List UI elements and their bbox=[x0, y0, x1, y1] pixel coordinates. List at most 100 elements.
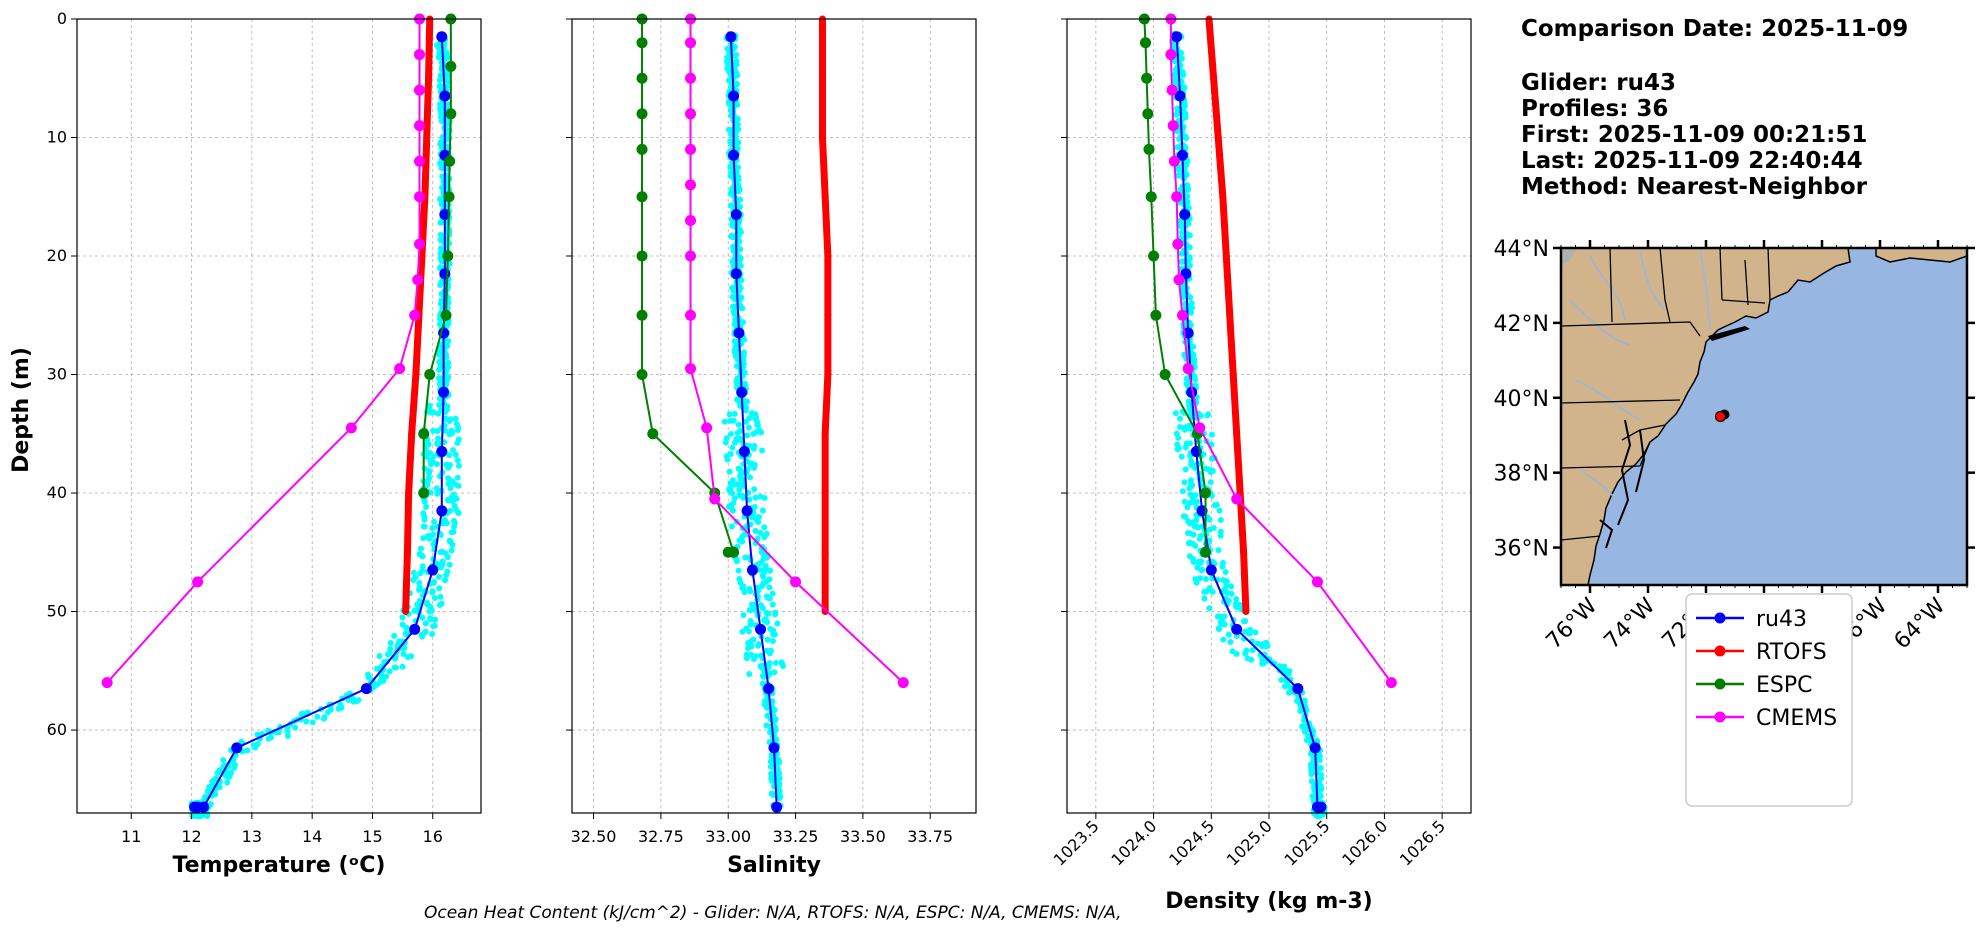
glider-scatter-point bbox=[425, 441, 432, 448]
glider-scatter-point bbox=[750, 656, 757, 663]
series-point-ESPC bbox=[418, 428, 430, 440]
glider-scatter-point bbox=[742, 418, 749, 425]
series-point-RTOFS bbox=[1233, 430, 1241, 438]
series-point-ru43 bbox=[1186, 386, 1198, 398]
glider-scatter-point bbox=[454, 457, 461, 464]
glider-scatter-point bbox=[220, 757, 227, 764]
glider-scatter-point bbox=[774, 620, 781, 627]
series-point-ESPC bbox=[442, 250, 454, 262]
glider-scatter-point bbox=[764, 636, 771, 643]
glider-scatter-point bbox=[1194, 524, 1201, 531]
glider-scatter-point bbox=[734, 115, 741, 122]
glider-scatter-point bbox=[733, 363, 740, 370]
glider-scatter-point bbox=[435, 435, 442, 442]
glider-scatter-point bbox=[434, 428, 441, 435]
glider-scatter-point bbox=[733, 123, 740, 130]
glider-scatter-point bbox=[776, 795, 783, 802]
glider-scatter-point bbox=[1184, 186, 1191, 193]
glider-scatter-point bbox=[455, 462, 462, 469]
map-long-island bbox=[1708, 326, 1750, 341]
glider-scatter-point bbox=[1233, 650, 1240, 657]
glider-scatter-point bbox=[452, 451, 459, 458]
series-point-CMEMS bbox=[701, 422, 713, 434]
glider-scatter-point bbox=[750, 445, 757, 452]
glider-scatter-point bbox=[392, 664, 399, 671]
series-point-CMEMS bbox=[1167, 120, 1179, 132]
glider-scatter-point bbox=[444, 143, 451, 150]
series-point-ESPC bbox=[1200, 487, 1212, 499]
glider-scatter-point bbox=[374, 665, 381, 672]
glider-scatter-point bbox=[1216, 626, 1223, 633]
glider-scatter-point bbox=[445, 464, 452, 471]
glider-scatter-point bbox=[759, 507, 766, 514]
series-point-RTOFS bbox=[425, 74, 433, 82]
panel-0: 11 12 13 14 15 16 0 10 20 30 40 50 60 Temperature (ᵒC… bbox=[47, 9, 482, 878]
series-point-RTOFS bbox=[418, 252, 426, 260]
glider-scatter-point bbox=[436, 601, 443, 608]
glider-scatter-point bbox=[731, 495, 738, 502]
glider-scatter-point bbox=[1193, 579, 1200, 586]
glider-scatter-point bbox=[1206, 537, 1213, 544]
glider-scatter-point bbox=[376, 653, 383, 660]
series-point-RTOFS bbox=[1222, 252, 1230, 260]
glider-scatter-point bbox=[1248, 656, 1255, 663]
series-point-ESPC bbox=[1148, 250, 1160, 262]
map-lat-label: 42°N bbox=[1494, 312, 1549, 337]
glider-scatter-point bbox=[1178, 453, 1185, 460]
glider-scatter-point bbox=[453, 421, 460, 428]
glider-scatter-point bbox=[1187, 322, 1194, 329]
glider-scatter-point bbox=[747, 606, 754, 613]
glider-scatter-point bbox=[743, 655, 750, 662]
series-point-CMEMS bbox=[412, 274, 424, 286]
glider-scatter-point bbox=[1206, 584, 1213, 591]
x-tick-label: 33.25 bbox=[773, 827, 819, 846]
series-point-ESPC bbox=[445, 60, 457, 72]
glider-scatter-point bbox=[309, 719, 316, 726]
glider-scatter-point bbox=[1175, 445, 1182, 452]
glider-scatter-point bbox=[1233, 601, 1240, 608]
glider-scatter-point bbox=[1181, 102, 1188, 109]
series-point-RTOFS bbox=[402, 608, 410, 616]
glider-scatter-point bbox=[1249, 647, 1256, 654]
series-point-RTOFS bbox=[824, 252, 832, 260]
glider-scatter-point bbox=[1181, 84, 1188, 91]
y-tick-label: 60 bbox=[47, 720, 67, 739]
glider-scatter-point bbox=[254, 731, 261, 738]
glider-scatter-point bbox=[1208, 431, 1215, 438]
glider-scatter-point bbox=[1187, 294, 1194, 301]
series-point-ru43 bbox=[738, 446, 750, 458]
glider-scatter-point bbox=[763, 704, 770, 711]
series-point-RTOFS bbox=[818, 134, 826, 142]
legend-marker-CMEMS bbox=[1714, 711, 1726, 723]
glider-scatter-point bbox=[769, 638, 776, 645]
series-point-ESPC bbox=[1150, 309, 1162, 321]
glider-scatter-point bbox=[727, 139, 734, 146]
glider-scatter-point bbox=[1176, 135, 1183, 142]
series-point-ru43 bbox=[439, 90, 451, 102]
glider-scatter-point bbox=[735, 567, 742, 574]
glider-scatter-point bbox=[438, 563, 445, 570]
glider-scatter-point bbox=[436, 77, 443, 84]
series-point-ESPC bbox=[1142, 108, 1154, 120]
legend-label-RTOFS: RTOFS bbox=[1756, 640, 1827, 665]
series-point-CMEMS bbox=[1176, 309, 1188, 321]
glider-scatter-point bbox=[327, 706, 334, 713]
glider-scatter-point bbox=[748, 601, 755, 608]
glider-scatter-point bbox=[721, 418, 728, 425]
glider-scatter-point bbox=[1186, 262, 1193, 269]
series-point-RTOFS bbox=[403, 548, 411, 556]
glider-scatter-point bbox=[303, 718, 310, 725]
series-point-ru43 bbox=[427, 564, 439, 576]
glider-scatter-point bbox=[1208, 455, 1215, 462]
glider-scatter-point bbox=[740, 494, 747, 501]
map-lat-label: 44°N bbox=[1494, 237, 1549, 262]
glider-scatter-point bbox=[449, 541, 456, 548]
glider-scatter-point bbox=[1308, 762, 1315, 769]
series-point-RTOFS bbox=[1240, 548, 1248, 556]
glider-scatter-point bbox=[1198, 532, 1205, 539]
series-point-RTOFS bbox=[821, 193, 829, 201]
glider-scatter-point bbox=[760, 580, 767, 587]
glider-scatter-point bbox=[265, 735, 272, 742]
glider-scatter-point bbox=[1187, 477, 1194, 484]
map-chesapeake bbox=[1599, 419, 1646, 549]
